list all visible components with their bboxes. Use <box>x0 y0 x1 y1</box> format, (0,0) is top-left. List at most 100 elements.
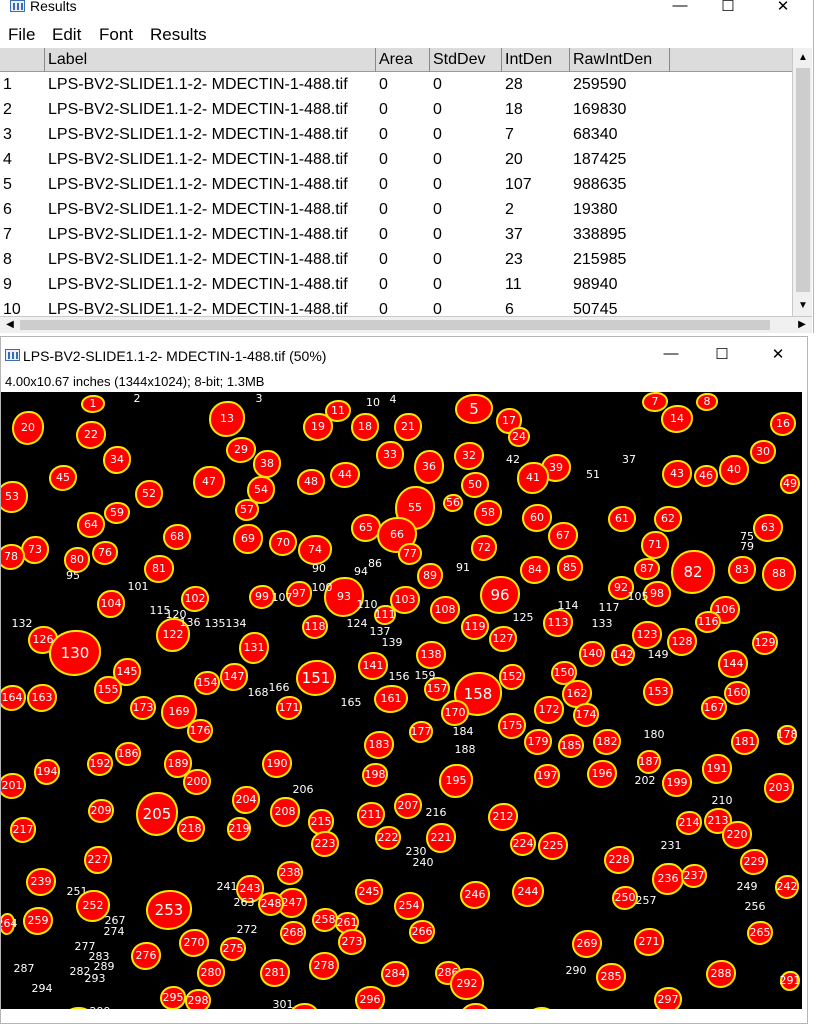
cell-label: 165 <box>340 696 362 709</box>
cell-outline <box>1 773 26 799</box>
cell-outline <box>81 395 105 413</box>
col-header-stddev[interactable]: StdDev <box>430 48 502 72</box>
table-row[interactable]: 3 LPS-BV2-SLIDE1.1-2- MDECTIN-1-488.tif 0 0… <box>0 122 792 147</box>
cell-outline <box>557 555 583 581</box>
cell-label: 192 <box>89 757 111 770</box>
cell-label: 264 <box>1 917 18 930</box>
cell-label: 170 <box>444 706 466 719</box>
col-header-index[interactable] <box>0 48 45 72</box>
cell-label: 184 <box>452 725 474 738</box>
cell-outline <box>702 754 732 784</box>
menu-results[interactable]: Results <box>150 25 207 44</box>
row-area: 0 <box>379 301 388 316</box>
col-header-rawintden[interactable]: RawIntDen <box>570 48 670 72</box>
cell-label: 185 <box>560 739 582 752</box>
col-header-area[interactable]: Area <box>376 48 430 72</box>
col-header-label[interactable]: Label <box>45 48 376 72</box>
cell-outline <box>92 541 118 565</box>
table-row[interactable]: 1 LPS-BV2-SLIDE1.1-2- MDECTIN-1-488.tif 0 0… <box>0 72 792 97</box>
cell-label: 189 <box>167 757 189 770</box>
cell-outline <box>608 506 636 532</box>
cell-label: 125 <box>512 611 534 624</box>
cell-label: 67 <box>556 529 570 542</box>
row-area: 0 <box>379 76 388 93</box>
cell-outline <box>1 913 15 935</box>
cell-outline <box>604 846 634 874</box>
cell-outline <box>524 729 552 755</box>
cell-label: 48 <box>304 475 318 488</box>
minimize-button[interactable]: — <box>672 0 688 14</box>
cell-outline <box>220 663 248 691</box>
horizontal-scroll-thumb[interactable] <box>20 320 770 330</box>
cell-label: 46 <box>699 469 713 482</box>
cell-outline <box>351 514 381 542</box>
results-titlebar[interactable]: Results — ☐ ✕ <box>0 0 813 17</box>
maximize-button[interactable]: ☐ <box>721 0 735 15</box>
vertical-scrollbar[interactable]: ▲ ▼ <box>792 48 812 316</box>
cell-label: 181 <box>734 735 756 748</box>
cell-outline <box>728 556 756 584</box>
scroll-down-arrow-icon[interactable]: ▼ <box>798 300 808 311</box>
cell-label: 7 <box>651 395 659 408</box>
cell-label: 18 <box>358 420 372 433</box>
cell-label: 299 <box>90 1006 111 1010</box>
cell-outline <box>377 517 417 553</box>
cell-label: 210 <box>711 794 733 807</box>
table-row[interactable]: 10 LPS-BV2-SLIDE1.1-2- MDECTIN-1-488.tif 0… <box>0 297 792 316</box>
table-row[interactable]: 4 LPS-BV2-SLIDE1.1-2- MDECTIN-1-488.tif 0 0… <box>0 147 792 172</box>
image-maximize-button[interactable]: ☐ <box>715 346 729 363</box>
cell-outline <box>88 799 114 823</box>
scroll-right-arrow-icon[interactable]: ▶ <box>798 319 806 330</box>
row-stddev: 0 <box>433 126 442 143</box>
close-button[interactable]: ✕ <box>776 0 790 15</box>
cell-label: 242 <box>776 880 798 893</box>
cell-label: 62 <box>661 512 675 525</box>
row-rawintden: 187425 <box>573 151 627 168</box>
cell-outline <box>460 1003 490 1009</box>
cell-label: 154 <box>196 676 218 689</box>
cell-label: 214 <box>678 816 700 829</box>
cell-outline <box>526 1007 556 1009</box>
image-close-button[interactable]: ✕ <box>771 346 785 363</box>
cell-label: 237 <box>683 869 705 882</box>
cell-label: 10 <box>366 396 380 409</box>
cell-outline <box>270 797 300 827</box>
row-stddev: 0 <box>433 176 442 193</box>
cell-outline <box>76 890 110 922</box>
cell-label: 160 <box>726 686 748 699</box>
menu-file[interactable]: File <box>8 25 36 44</box>
cell-label: 55 <box>408 501 422 514</box>
table-row[interactable]: 6 LPS-BV2-SLIDE1.1-2- MDECTIN-1-488.tif 0 0… <box>0 197 792 222</box>
cell-label: 138 <box>420 648 442 661</box>
scroll-left-arrow-icon[interactable]: ◀ <box>6 319 14 330</box>
table-row[interactable]: 2 LPS-BV2-SLIDE1.1-2- MDECTIN-1-488.tif 0 0… <box>0 97 792 122</box>
cell-outline <box>49 465 77 491</box>
cell-label: 179 <box>527 735 549 748</box>
table-row[interactable]: 9 LPS-BV2-SLIDE1.1-2- MDECTIN-1-488.tif 0 0… <box>0 272 792 297</box>
image-canvas[interactable]: 1 2 3 4 5 7 8 10 11 13 14 16 17 18 19 20 21 22 24 29 30 32 33 3… <box>1 392 802 1009</box>
cell-outline <box>358 652 388 680</box>
table-row[interactable]: 7 LPS-BV2-SLIDE1.1-2- MDECTIN-1-488.tif 0 0… <box>0 222 792 247</box>
cell-label: 157 <box>426 682 448 695</box>
cell-label: 94 <box>354 565 368 578</box>
menu-font[interactable]: Font <box>99 25 134 44</box>
image-titlebar[interactable]: LPS-BV2-SLIDE1.1-2- MDECTIN-1-488.tif (5… <box>1 337 807 373</box>
row-rawintden: 338895 <box>573 226 627 243</box>
cell-label: 139 <box>381 636 403 649</box>
cell-label: 161 <box>380 692 402 705</box>
menu-edit[interactable]: Edit <box>52 25 82 44</box>
menu-bar: File Edit Font Results <box>0 24 813 46</box>
cell-outline <box>146 890 192 930</box>
scroll-up-arrow-icon[interactable]: ▲ <box>798 52 808 63</box>
cell-label: 132 <box>11 617 33 630</box>
cell-label: 288 <box>710 967 732 980</box>
table-row[interactable]: 5 LPS-BV2-SLIDE1.1-2- MDECTIN-1-488.tif 0 0… <box>0 172 792 197</box>
cell-label: 91 <box>456 561 470 574</box>
table-row[interactable]: 8 LPS-BV2-SLIDE1.1-2- MDECTIN-1-488.tif 0 0… <box>0 247 792 272</box>
cell-outline <box>694 465 718 487</box>
col-header-intden[interactable]: IntDen <box>502 48 570 72</box>
vertical-scroll-thumb[interactable] <box>796 68 810 292</box>
horizontal-scrollbar[interactable]: ◀ ▶ <box>0 316 812 333</box>
image-minimize-button[interactable]: — <box>663 345 679 362</box>
row-area: 0 <box>379 151 388 168</box>
